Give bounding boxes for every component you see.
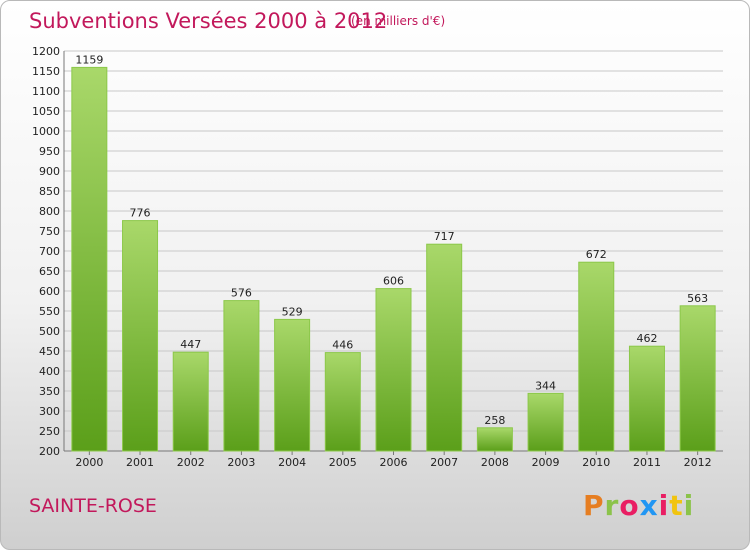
y-tick-label-850: 850 (39, 185, 60, 198)
bar-2002 (172, 351, 209, 452)
bar-2008 (476, 427, 513, 452)
value-label-2000: 1159 (75, 53, 103, 66)
x-tick-label-2008: 2008 (481, 456, 509, 469)
value-label-2007: 717 (434, 230, 455, 243)
y-tick-label-800: 800 (39, 205, 60, 218)
bar-2005 (324, 352, 361, 452)
proxiti-logo-letter: x (639, 489, 659, 522)
proxiti-logo-letter: i (683, 489, 695, 522)
bar-2001 (122, 220, 159, 452)
y-tick-label-350: 350 (39, 385, 60, 398)
x-tick-label-2004: 2004 (278, 456, 306, 469)
y-tick-label-1050: 1050 (32, 105, 60, 118)
proxiti-logo[interactable]: Proxiti (583, 489, 694, 522)
bar-2009 (527, 392, 564, 452)
x-tick-label-2005: 2005 (329, 456, 357, 469)
axes: 200 250 300 350 400 450 500 550 600 650 700 750 800 8… (32, 45, 723, 458)
proxiti-logo-letter: r (604, 489, 620, 522)
y-tick-label-1150: 1150 (32, 65, 60, 78)
value-label-2009: 344 (535, 379, 556, 392)
y-tick-label-950: 950 (39, 145, 60, 158)
bar-2003 (223, 300, 260, 452)
chart-unit: (en milliers d'€) (351, 14, 446, 28)
y-tick-label-1200: 1200 (32, 45, 60, 58)
value-label-2008: 258 (484, 414, 505, 427)
y-tick-label-900: 900 (39, 165, 60, 178)
y-tick-label-300: 300 (39, 405, 60, 418)
proxiti-logo-letter: P (583, 489, 605, 522)
y-tick-label-400: 400 (39, 365, 60, 378)
y-tick-label-200: 200 (39, 445, 60, 458)
value-label-2004: 529 (282, 305, 303, 318)
x-tick-label-2007: 2007 (430, 456, 458, 469)
labels: 1159 2000 776 2001 447 2002 576 2003 529 2004 446 2… (75, 53, 711, 469)
value-label-2003: 576 (231, 287, 252, 300)
y-tick-label-700: 700 (39, 245, 60, 258)
bar-2006 (375, 288, 412, 452)
bar-2000 (71, 66, 108, 452)
chart-title: Subventions Versées 2000 à 2012 (29, 9, 388, 33)
value-label-2012: 563 (687, 292, 708, 305)
value-label-2002: 447 (180, 338, 201, 351)
y-tick-label-500: 500 (39, 325, 60, 338)
x-tick-label-2012: 2012 (684, 456, 712, 469)
x-tick-label-2006: 2006 (380, 456, 408, 469)
x-tick-label-2003: 2003 (227, 456, 255, 469)
y-tick-label-1100: 1100 (32, 85, 60, 98)
value-label-2001: 776 (130, 207, 151, 220)
value-label-2010: 672 (586, 248, 607, 261)
x-tick-label-2001: 2001 (126, 456, 154, 469)
y-tick-label-600: 600 (39, 285, 60, 298)
proxiti-logo-letter: i (658, 489, 670, 522)
y-tick-label-1000: 1000 (32, 125, 60, 138)
proxiti-logo-letter: t (669, 489, 684, 522)
proxiti-logo-letter: o (619, 489, 640, 522)
y-tick-label-250: 250 (39, 425, 60, 438)
y-tick-label-650: 650 (39, 265, 60, 278)
x-tick-label-2009: 2009 (532, 456, 560, 469)
x-tick-label-2000: 2000 (75, 456, 103, 469)
y-tick-label-750: 750 (39, 225, 60, 238)
bar-2011 (628, 345, 665, 452)
x-tick-label-2002: 2002 (177, 456, 205, 469)
value-label-2006: 606 (383, 275, 404, 288)
bars (71, 66, 716, 452)
y-tick-label-450: 450 (39, 345, 60, 358)
x-tick-label-2011: 2011 (633, 456, 661, 469)
bar-2012 (679, 305, 716, 452)
bar-2004 (274, 318, 311, 452)
value-label-2005: 446 (332, 339, 353, 352)
commune-name: SAINTE-ROSE (29, 495, 157, 517)
x-tick-label-2010: 2010 (582, 456, 610, 469)
y-tick-label-550: 550 (39, 305, 60, 318)
bar-2010 (578, 261, 615, 452)
bar-2007 (426, 243, 463, 452)
value-label-2011: 462 (636, 332, 657, 345)
